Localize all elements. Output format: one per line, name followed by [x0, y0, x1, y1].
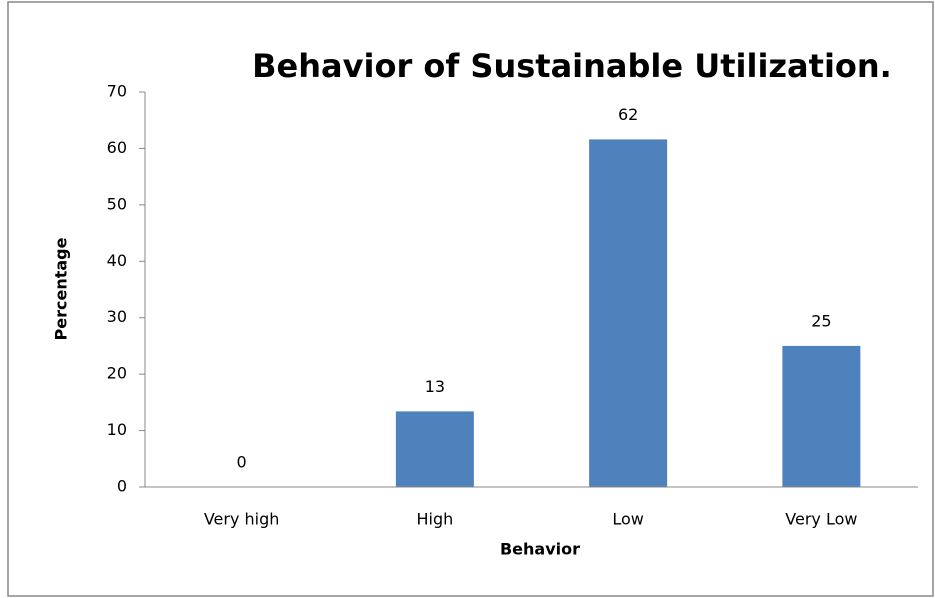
y-tick-label: 60: [107, 138, 127, 157]
y-tick-label: 0: [117, 477, 127, 496]
chart-title: Behavior of Sustainable Utilization.: [252, 47, 892, 85]
bar: [395, 411, 474, 487]
frame: [7, 1, 934, 597]
bar: [589, 139, 668, 487]
y-tick-label: 10: [107, 420, 127, 439]
y-tick-label: 40: [107, 251, 127, 270]
x-axis-label: Behavior: [500, 540, 580, 559]
bar: [782, 345, 861, 487]
y-axis-label: Percentage: [52, 237, 71, 340]
y-tick-label: 70: [107, 82, 127, 101]
x-tick-label: Low: [612, 510, 644, 529]
data-label: 25: [811, 311, 831, 330]
y-tick-label: 50: [107, 194, 127, 213]
y-tick-label: 30: [107, 307, 127, 326]
y-tick-label: 20: [107, 364, 127, 383]
data-label: 0: [237, 453, 247, 472]
data-label: 62: [618, 105, 638, 124]
x-tick-label: High: [416, 510, 453, 529]
x-tick-label: Very high: [204, 510, 280, 529]
data-label: 13: [425, 377, 445, 396]
x-tick-label: Very Low: [785, 510, 857, 529]
